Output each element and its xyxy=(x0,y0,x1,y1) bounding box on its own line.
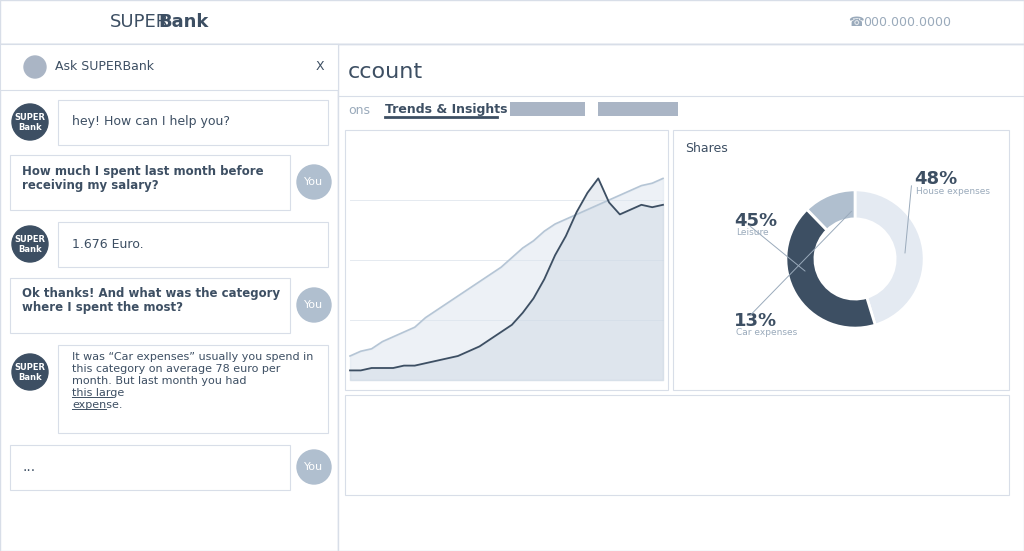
FancyBboxPatch shape xyxy=(58,222,328,267)
Text: 48%: 48% xyxy=(913,170,957,188)
FancyBboxPatch shape xyxy=(673,130,1009,390)
FancyBboxPatch shape xyxy=(0,0,1024,44)
Text: expense.: expense. xyxy=(72,400,123,410)
Text: You: You xyxy=(304,177,324,187)
Text: How much I spent last month before: How much I spent last month before xyxy=(22,165,263,179)
Text: Bank: Bank xyxy=(158,13,208,31)
Text: Bank: Bank xyxy=(18,245,42,253)
Text: You: You xyxy=(304,300,324,310)
Text: Leisure: Leisure xyxy=(736,228,769,237)
Circle shape xyxy=(297,165,331,199)
Text: ...: ... xyxy=(22,460,35,474)
Text: this large: this large xyxy=(72,388,124,398)
Text: 1.676 Euro.: 1.676 Euro. xyxy=(72,237,143,251)
Circle shape xyxy=(24,56,46,78)
Circle shape xyxy=(12,104,48,140)
Text: You: You xyxy=(304,462,324,472)
Text: Bank: Bank xyxy=(18,372,42,381)
Text: receiving my salary?: receiving my salary? xyxy=(22,180,159,192)
FancyBboxPatch shape xyxy=(345,130,668,390)
Wedge shape xyxy=(786,209,876,328)
Text: Ok thanks! And what was the category: Ok thanks! And what was the category xyxy=(22,288,281,300)
FancyBboxPatch shape xyxy=(0,44,338,551)
FancyBboxPatch shape xyxy=(10,445,290,490)
Text: SUPER: SUPER xyxy=(110,13,169,31)
Wedge shape xyxy=(855,190,924,325)
Text: Shares: Shares xyxy=(685,142,728,154)
Text: SUPER: SUPER xyxy=(14,364,45,372)
Text: House expenses: House expenses xyxy=(915,187,990,196)
Text: It was “Car expenses” usually you spend in: It was “Car expenses” usually you spend … xyxy=(72,352,313,362)
Text: SUPER: SUPER xyxy=(14,235,45,245)
Text: Ask SUPERBank: Ask SUPERBank xyxy=(55,61,154,73)
FancyBboxPatch shape xyxy=(58,345,328,433)
Text: SUPER: SUPER xyxy=(14,114,45,122)
Text: Trends & Insights: Trends & Insights xyxy=(385,104,508,116)
Text: ccount: ccount xyxy=(348,62,423,82)
Text: 000.000.0000: 000.000.0000 xyxy=(863,15,951,29)
FancyBboxPatch shape xyxy=(10,155,290,210)
FancyBboxPatch shape xyxy=(0,44,338,90)
Circle shape xyxy=(12,226,48,262)
FancyBboxPatch shape xyxy=(598,102,678,116)
Text: where I spent the most?: where I spent the most? xyxy=(22,301,183,315)
Text: 45%: 45% xyxy=(734,212,777,230)
Text: X: X xyxy=(315,61,325,73)
Text: month. But last month you had: month. But last month you had xyxy=(72,376,247,386)
Circle shape xyxy=(12,354,48,390)
Text: ☎: ☎ xyxy=(848,15,863,29)
Text: ons: ons xyxy=(348,104,370,116)
Text: this category on average 78 euro per: this category on average 78 euro per xyxy=(72,364,281,374)
Text: Bank: Bank xyxy=(18,122,42,132)
Circle shape xyxy=(297,450,331,484)
Text: Car expenses: Car expenses xyxy=(736,328,798,337)
FancyBboxPatch shape xyxy=(58,100,328,145)
FancyBboxPatch shape xyxy=(345,395,1009,495)
FancyBboxPatch shape xyxy=(510,102,585,116)
FancyBboxPatch shape xyxy=(10,278,290,333)
Wedge shape xyxy=(807,190,855,230)
Text: hey! How can I help you?: hey! How can I help you? xyxy=(72,116,230,128)
FancyBboxPatch shape xyxy=(338,44,1024,551)
Circle shape xyxy=(297,288,331,322)
Text: 13%: 13% xyxy=(734,312,777,330)
